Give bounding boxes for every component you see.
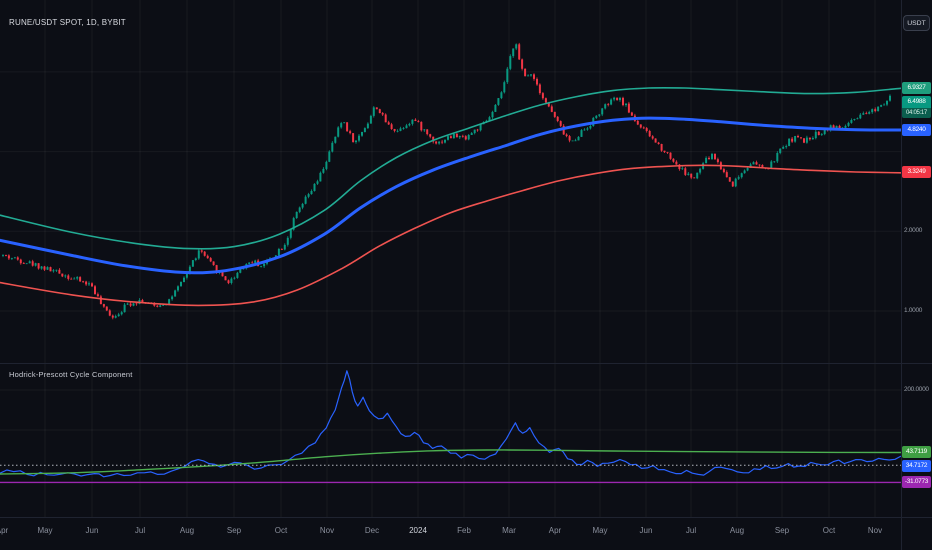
time-axis-label: Feb — [457, 526, 471, 535]
time-axis-label: 2024 — [409, 526, 427, 535]
indicator-legend[interactable]: Hodrick-Prescott Cycle Component — [9, 370, 133, 379]
candlestick-series — [2, 42, 891, 320]
time-axis-label: Dec — [364, 526, 380, 535]
time-axis-label: May — [592, 526, 608, 535]
band-middle — [0, 116, 901, 275]
band-upper — [0, 86, 901, 250]
cycle-line — [0, 370, 901, 478]
osc-cycle-value-label: 34.7172 — [902, 460, 931, 472]
band-lower — [0, 164, 901, 307]
time-axis-label: May — [37, 526, 53, 535]
time-axis-label: Jun — [85, 526, 99, 535]
time-axis-label: Apr — [548, 526, 562, 535]
time-axis-label: Oct — [822, 526, 836, 535]
lower-band-price-label: 3.3249 — [902, 166, 931, 178]
time-axis[interactable]: Apr May Jun Jul Aug Sep Oct Nov Dec 2024 Feb Mar Apr… — [0, 518, 932, 550]
osc-tick-200: 200.0000 — [904, 386, 929, 393]
time-axis-border — [0, 517, 932, 518]
last-price-badge: 6.4988 04:05:17 — [902, 96, 931, 118]
middle-band-price-label: 4.8240 — [902, 124, 931, 136]
time-axis-label: Jun — [639, 526, 653, 535]
time-axis-label: Aug — [179, 526, 195, 535]
smooth-line — [0, 449, 901, 475]
price-axis-border — [901, 0, 902, 550]
price-tick-2: 2.0000 — [904, 227, 923, 234]
band-lines — [0, 86, 901, 307]
currency-toggle-button[interactable]: USDT — [903, 15, 930, 31]
time-axis-label: Nov — [319, 526, 335, 535]
pane-separator[interactable] — [0, 363, 932, 364]
time-axis-label: Apr — [0, 526, 9, 535]
time-axis-label: Oct — [274, 526, 288, 535]
time-axis-label: Sep — [774, 526, 790, 535]
last-price-value: 6.4988 — [902, 96, 931, 108]
time-axis-label: Mar — [502, 526, 516, 535]
price-axis[interactable] — [902, 0, 932, 517]
osc-smooth-value-label: 43.7119 — [902, 446, 931, 458]
oscillator-series — [0, 370, 901, 484]
time-axis-label: Aug — [729, 526, 745, 535]
price-tick-1: 1.0000 — [904, 307, 923, 314]
time-axis-label: Nov — [867, 526, 883, 535]
time-axis-label: Sep — [226, 526, 242, 535]
bar-close-countdown: 04:05:17 — [902, 108, 931, 118]
grid-lines — [0, 0, 901, 517]
time-axis-label: Jul — [685, 526, 697, 535]
symbol-legend[interactable]: RUNE/USDT SPOT, 1D, BYBIT — [9, 18, 126, 27]
upper-band-price-label: 6.9327 — [902, 82, 931, 94]
osc-level-value-label: -31.0773 — [902, 476, 931, 488]
time-axis-label: Jul — [134, 526, 146, 535]
